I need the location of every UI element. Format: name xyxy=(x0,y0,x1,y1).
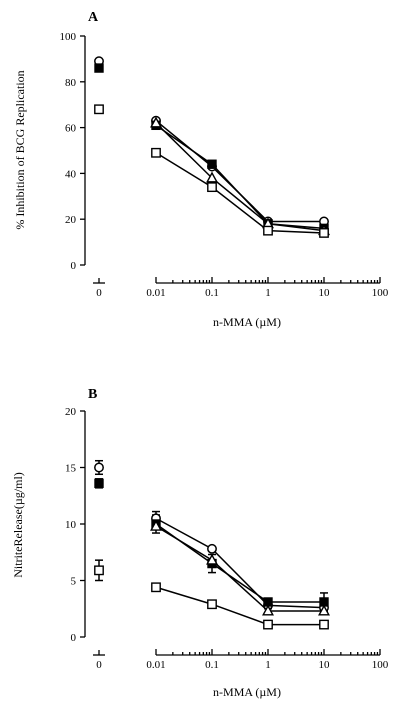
data-point-open-triangle xyxy=(206,171,218,183)
panel-b-label: B xyxy=(88,387,97,402)
data-point-open-square xyxy=(151,147,161,158)
series-line xyxy=(155,517,325,609)
panel-b: B NitriteRelease(µg/ml) n-MMA (µM) 05101… xyxy=(11,387,389,699)
data-point-open-square xyxy=(263,619,273,630)
panel-b-xlabel: n-MMA (µM) xyxy=(213,685,281,699)
y-tick-label: 0 xyxy=(71,260,77,272)
panel-b-ylabel: NitriteRelease(µg/ml) xyxy=(11,472,25,578)
panel-a: A % Inhibition of BCG Replication n-MMA … xyxy=(13,10,389,329)
y-tick-label: 60 xyxy=(65,123,77,135)
data-point-open-square xyxy=(207,599,217,610)
x-tick-label: 100 xyxy=(372,287,389,299)
x-tick-label: 10 xyxy=(319,287,331,299)
x-tick-label: 0.01 xyxy=(146,659,165,671)
y-tick-label: 20 xyxy=(65,406,77,418)
x-tick-label: 0.01 xyxy=(146,287,165,299)
data-point-open-square xyxy=(94,104,104,115)
panel-a-series-lines xyxy=(155,120,325,234)
data-point-open-triangle xyxy=(262,604,274,616)
data-point-open-square xyxy=(263,225,273,236)
x-tick-label: 10 xyxy=(319,659,331,671)
data-point-open-square xyxy=(319,619,329,630)
data-point-filled-square xyxy=(94,63,104,73)
data-point-open-triangle xyxy=(206,553,218,565)
y-tick-label: 40 xyxy=(65,168,77,180)
data-point-open-square xyxy=(151,582,161,593)
series-line xyxy=(155,523,324,603)
data-point-filled-square xyxy=(207,159,217,169)
panel-b-markers xyxy=(94,462,330,630)
series-line xyxy=(155,124,325,230)
y-tick-label: 100 xyxy=(60,31,77,43)
y-tick-label: 0 xyxy=(71,632,77,644)
panel-a-axes: 0 20 40 60 80 100 0 0.01 0.1 1 10 100 xyxy=(60,31,389,299)
x-tick-label: 1 xyxy=(265,287,271,299)
series-line xyxy=(155,152,325,234)
data-point-open-square xyxy=(94,565,104,576)
series-line xyxy=(155,586,324,626)
y-tick-label: 5 xyxy=(71,576,77,588)
x-tick-label: 0 xyxy=(96,659,102,671)
data-point-filled-square xyxy=(94,478,104,489)
x-tick-label: 0.1 xyxy=(205,659,219,671)
y-tick-label: 80 xyxy=(65,77,77,89)
series-line xyxy=(155,122,325,232)
x-tick-label: 100 xyxy=(372,659,389,671)
data-point-open-triangle xyxy=(150,116,162,128)
y-tick-label: 10 xyxy=(65,519,77,531)
data-point-open-square xyxy=(319,228,329,238)
panel-a-markers xyxy=(94,56,330,238)
series-line xyxy=(155,525,324,612)
x-tick-label: 0 xyxy=(96,287,102,299)
panel-a-xlabel: n-MMA (µM) xyxy=(213,315,281,329)
y-tick-label: 15 xyxy=(65,463,77,475)
data-point-open-triangle xyxy=(318,604,330,616)
panel-b-axes: 0 5 10 15 20 0 0.01 0.1 1 10 100 xyxy=(65,406,389,671)
data-point-open-circle xyxy=(94,462,104,473)
panel-a-ylabel: % Inhibition of BCG Replication xyxy=(13,70,27,229)
series-line xyxy=(155,120,324,223)
data-point-open-circle xyxy=(207,543,217,554)
panel-a-label: A xyxy=(88,10,99,25)
data-point-open-square xyxy=(207,182,217,193)
x-tick-label: 1 xyxy=(265,659,271,671)
x-tick-label: 0.1 xyxy=(205,287,219,299)
y-tick-label: 20 xyxy=(65,214,77,226)
data-point-open-triangle xyxy=(150,519,162,531)
